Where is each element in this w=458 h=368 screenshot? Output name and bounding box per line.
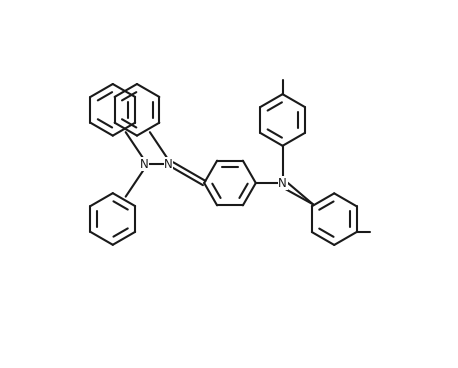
Text: N: N [278,177,287,190]
Text: N: N [164,158,173,171]
Text: N: N [140,158,149,171]
